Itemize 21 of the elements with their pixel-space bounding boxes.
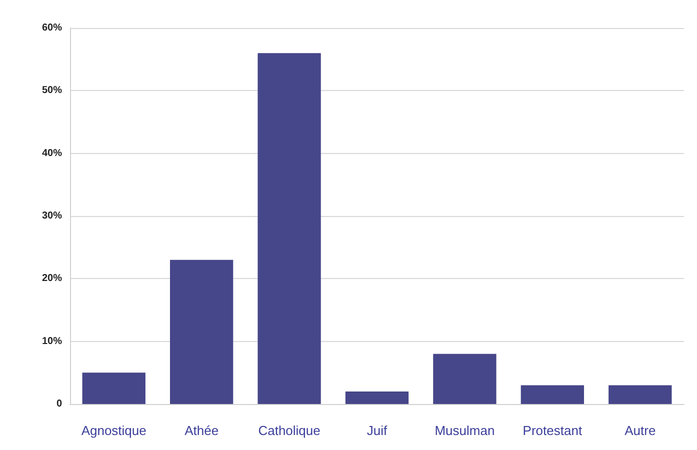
y-tick-label: 60% (42, 22, 62, 34)
x-tick-label: Agnostique (81, 423, 146, 438)
x-tick-label: Athée (184, 423, 219, 438)
bar (258, 53, 321, 404)
bar (608, 385, 672, 404)
y-tick-label: 10% (42, 336, 62, 347)
x-tick-label: Juif (366, 423, 388, 438)
x-tick-label: Musulman (434, 423, 495, 438)
y-tick-label: 50% (42, 85, 62, 96)
bar (345, 391, 409, 404)
x-tick-label: Protestant (522, 423, 582, 438)
y-tick-label: 0 (56, 398, 62, 410)
bar (520, 385, 584, 404)
y-tick-label: 20% (42, 273, 62, 284)
bar (170, 260, 234, 404)
bar (433, 354, 496, 404)
x-tick-label: Autre (624, 423, 656, 438)
y-tick-label: 30% (42, 210, 62, 222)
bar (82, 372, 146, 404)
y-tick-label: 40% (42, 148, 62, 159)
x-tick-label: Catholique (258, 423, 320, 438)
